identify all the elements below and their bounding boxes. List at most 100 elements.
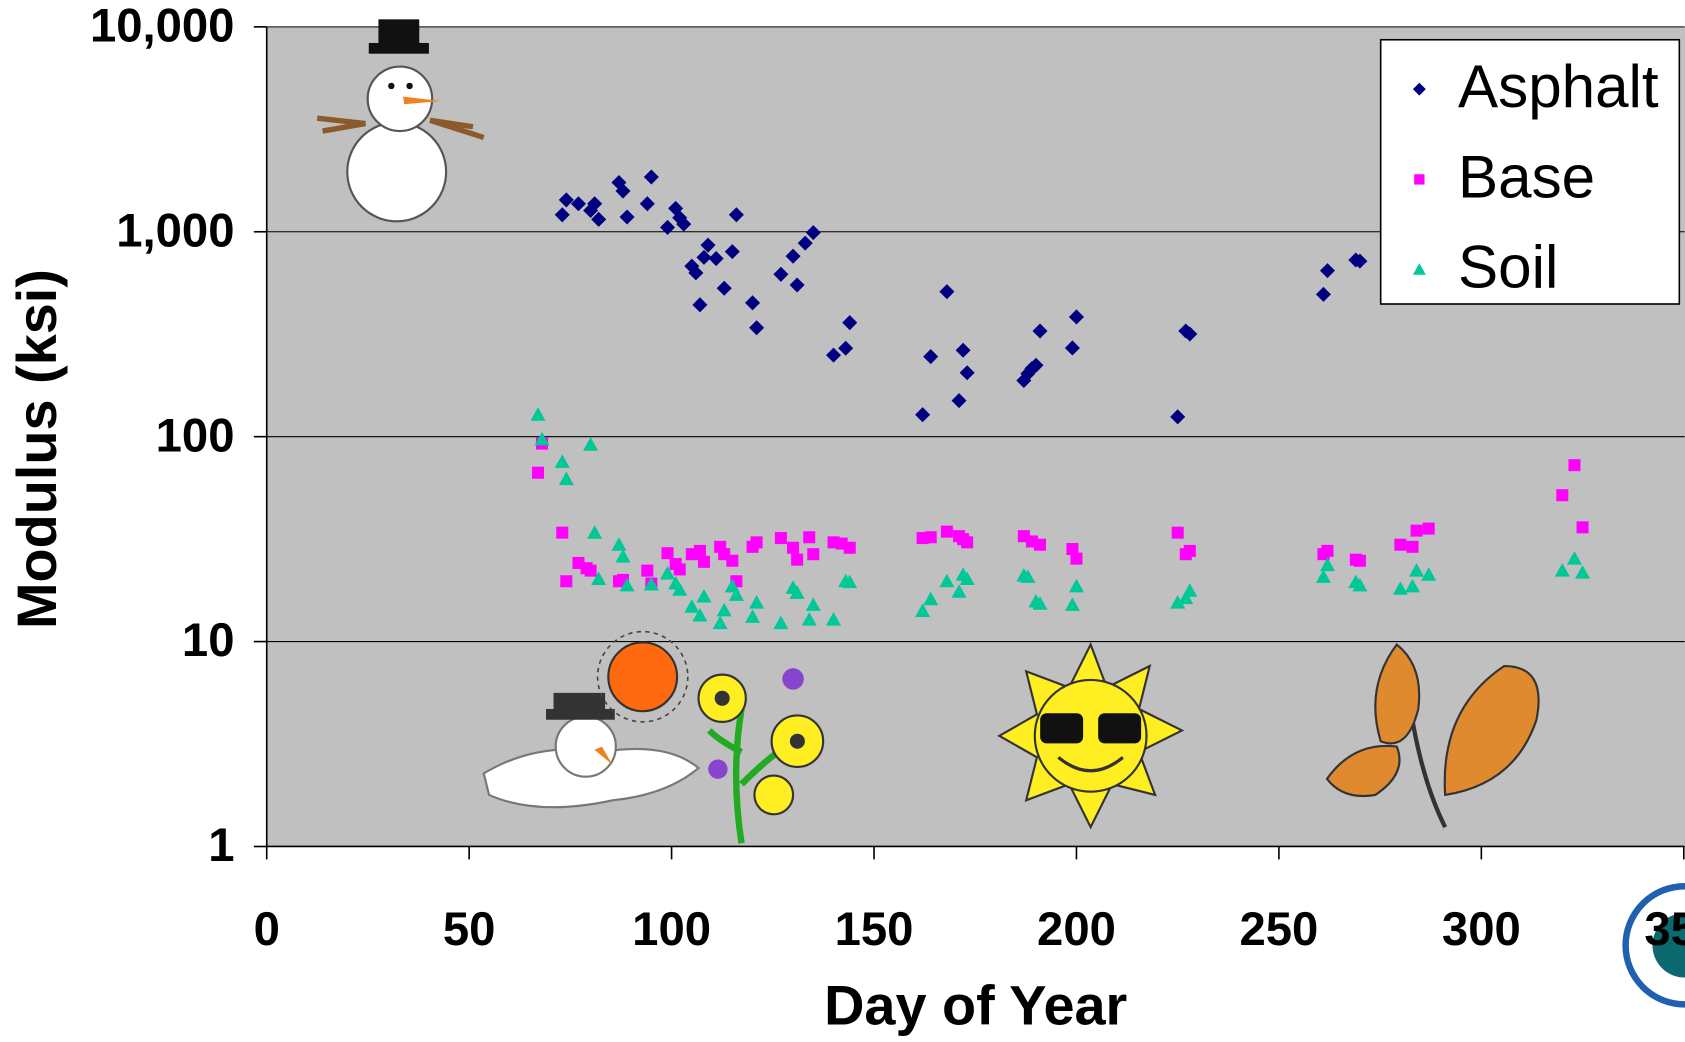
y-axis-title: Modulus (ksi) bbox=[5, 269, 68, 629]
x-tick-label: 250 bbox=[1239, 903, 1318, 956]
grid bbox=[266, 26, 1685, 848]
point bbox=[1064, 597, 1080, 611]
point bbox=[587, 525, 603, 539]
point bbox=[1182, 583, 1198, 597]
point bbox=[1394, 538, 1407, 551]
point bbox=[692, 297, 708, 313]
y-tick-label: 10 bbox=[182, 614, 235, 667]
point bbox=[584, 564, 597, 577]
point bbox=[587, 196, 603, 212]
legend-label: Asphalt bbox=[1458, 53, 1659, 120]
point bbox=[696, 249, 712, 265]
flowers-clipart bbox=[697, 668, 825, 844]
point bbox=[951, 584, 967, 598]
point bbox=[961, 536, 974, 549]
point bbox=[1315, 286, 1331, 302]
point bbox=[773, 266, 789, 282]
point bbox=[1406, 540, 1419, 553]
point bbox=[661, 547, 674, 560]
point bbox=[1392, 581, 1408, 595]
y-tick-label: 1,000 bbox=[116, 204, 234, 257]
point bbox=[534, 431, 550, 446]
point bbox=[1353, 554, 1366, 567]
point bbox=[716, 280, 732, 296]
legend-label: Base bbox=[1458, 143, 1595, 210]
point bbox=[791, 553, 804, 566]
melting-snowman-clipart bbox=[482, 630, 701, 809]
point bbox=[643, 169, 659, 185]
point bbox=[660, 565, 676, 580]
axes: 10,000 1,000 100 10 10 50 100 150 200 250 300 350 bbox=[90, 0, 1685, 956]
point bbox=[531, 466, 544, 479]
point bbox=[959, 365, 975, 381]
point bbox=[692, 608, 708, 622]
point bbox=[583, 437, 599, 451]
point bbox=[1410, 524, 1423, 537]
point bbox=[712, 615, 728, 630]
point bbox=[1171, 526, 1184, 539]
point bbox=[1575, 565, 1591, 579]
point bbox=[787, 541, 800, 554]
y-tick-label: 10,000 bbox=[90, 0, 235, 52]
legend-box bbox=[1379, 38, 1681, 305]
x-tick-label: 100 bbox=[632, 903, 711, 956]
point bbox=[1319, 557, 1336, 572]
series bbox=[531, 437, 1589, 590]
point bbox=[684, 599, 700, 613]
point bbox=[558, 471, 574, 486]
y-tick-label: 100 bbox=[156, 409, 235, 462]
point bbox=[789, 585, 805, 599]
x-tick-label: 0 bbox=[254, 903, 280, 956]
point bbox=[805, 225, 821, 241]
x-axis-title: Day of Year bbox=[824, 974, 1127, 1037]
point bbox=[660, 219, 676, 235]
point bbox=[724, 244, 740, 260]
x-tick-label: 200 bbox=[1037, 903, 1116, 956]
point bbox=[924, 531, 937, 544]
point bbox=[611, 537, 627, 551]
x-tick-label: 150 bbox=[835, 903, 914, 956]
point bbox=[807, 548, 820, 561]
point bbox=[560, 575, 573, 588]
point bbox=[1321, 544, 1334, 557]
point bbox=[1070, 552, 1083, 565]
point bbox=[842, 574, 858, 589]
snowman-clipart bbox=[316, 19, 485, 223]
point bbox=[750, 536, 763, 549]
point bbox=[1034, 538, 1047, 551]
point bbox=[688, 265, 704, 281]
legend: Asphalt Base Soil bbox=[1379, 38, 1681, 305]
point bbox=[923, 591, 939, 606]
point bbox=[797, 235, 813, 251]
point bbox=[749, 320, 765, 336]
point bbox=[939, 573, 955, 588]
x-tick-label: 50 bbox=[443, 903, 496, 956]
point bbox=[672, 582, 688, 596]
legend-marker bbox=[1414, 174, 1425, 185]
point bbox=[726, 554, 739, 567]
point bbox=[745, 295, 761, 311]
point bbox=[1409, 563, 1425, 577]
point bbox=[1352, 577, 1368, 592]
point bbox=[773, 615, 789, 630]
point bbox=[530, 407, 546, 421]
point bbox=[1032, 596, 1048, 610]
point bbox=[826, 347, 842, 363]
point bbox=[805, 597, 821, 611]
point bbox=[1576, 521, 1589, 534]
point bbox=[826, 612, 842, 626]
point bbox=[745, 609, 761, 623]
point bbox=[728, 587, 744, 601]
point bbox=[1404, 578, 1421, 593]
point bbox=[693, 544, 706, 557]
point bbox=[803, 531, 816, 544]
point bbox=[1556, 489, 1569, 502]
point bbox=[1566, 551, 1582, 565]
y-tick-label: 1 bbox=[208, 819, 234, 872]
point bbox=[619, 577, 635, 592]
points bbox=[530, 169, 1591, 630]
point bbox=[1178, 590, 1194, 605]
point bbox=[1064, 340, 1080, 356]
point bbox=[1568, 459, 1581, 472]
